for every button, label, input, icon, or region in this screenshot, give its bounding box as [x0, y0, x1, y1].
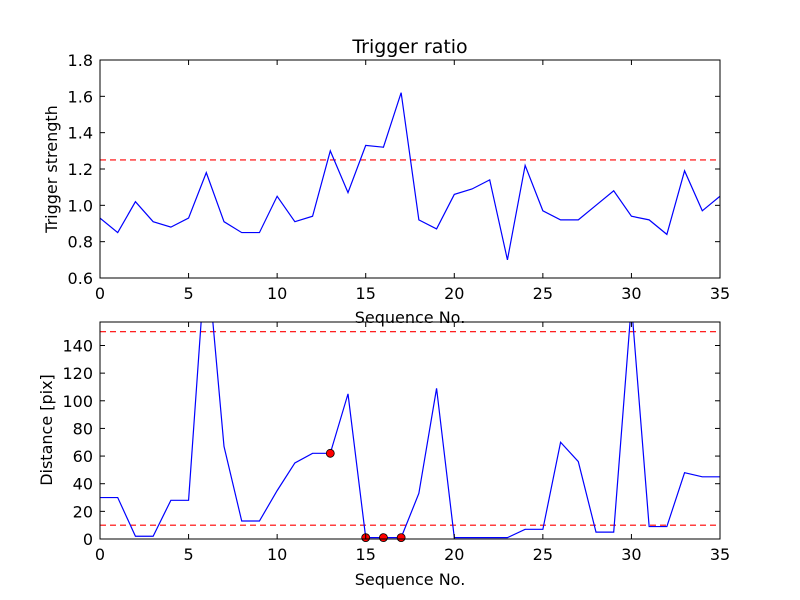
series-lines — [100, 92, 720, 260]
x-tick-label: 20 — [444, 545, 464, 564]
series-line — [100, 92, 720, 260]
y-tick-label: 1.4 — [68, 124, 93, 143]
y-tick-label: 0 — [83, 530, 93, 549]
y-axis-label: Trigger strength — [42, 105, 61, 234]
x-tick-label: 10 — [267, 284, 287, 303]
y-ticks: 0.6 0.8 1.0 1.2 1.4 1.6 1.8 — [68, 51, 720, 288]
y-tick-label: 140 — [62, 336, 93, 355]
y-tick-label: 20 — [73, 502, 93, 521]
x-ticks: 0 5 10 15 20 25 30 35 — [95, 322, 730, 564]
x-tick-label: 0 — [95, 545, 105, 564]
x-axis-label: Sequence No. — [355, 570, 466, 589]
y-tick-label: 1.0 — [68, 196, 93, 215]
x-tick-label: 35 — [710, 545, 730, 564]
x-tick-label: 0 — [95, 284, 105, 303]
y-ticks: 0 20 40 60 80 100 120 140 — [62, 336, 720, 549]
subplot-bottom: 0 5 10 15 20 25 30 35 0 20 40 60 80 100 120 140 Sequen… — [37, 321, 730, 589]
x-tick-label: 30 — [621, 284, 641, 303]
x-tick-label: 10 — [267, 545, 287, 564]
y-tick-label: 120 — [62, 364, 93, 383]
x-tick-label: 30 — [621, 545, 641, 564]
series-line — [100, 322, 720, 539]
x-axis-label: Sequence No. — [355, 308, 466, 327]
x-tick-label: 35 — [710, 284, 730, 303]
series-lines — [100, 322, 720, 539]
x-tick-label: 25 — [533, 545, 553, 564]
x-ticks: 0 5 10 15 20 25 30 35 — [95, 60, 730, 303]
y-tick-label: 100 — [62, 392, 93, 411]
marker-point — [396, 533, 406, 543]
threshold-lines — [100, 331, 720, 526]
x-tick-label: 5 — [183, 545, 193, 564]
y-tick-label: 1.8 — [68, 51, 93, 70]
y-tick-label: 1.2 — [68, 160, 93, 179]
marker-point — [379, 533, 388, 543]
y-tick-label: 40 — [73, 475, 93, 494]
y-tick-label: 60 — [73, 447, 93, 466]
x-tick-label: 25 — [533, 284, 553, 303]
y-tick-label: 80 — [73, 419, 93, 438]
y-tick-label: 0.8 — [68, 233, 93, 252]
y-tick-label: 1.6 — [68, 87, 93, 106]
marker-point — [325, 448, 335, 458]
x-tick-label: 20 — [444, 284, 464, 303]
x-tick-label: 15 — [356, 545, 376, 564]
x-tick-label: 5 — [183, 284, 193, 303]
x-tick-label: 15 — [356, 284, 376, 303]
axes-frame — [99, 321, 721, 540]
y-tick-label: 0.6 — [68, 269, 93, 288]
chart-title: Trigger ratio — [351, 36, 467, 58]
y-axis-label: Distance [pix] — [37, 374, 56, 486]
subplot-top: Trigger ratio 0 5 10 15 20 25 30 35 0.6 0.8 1.0 1.… — [42, 36, 730, 327]
